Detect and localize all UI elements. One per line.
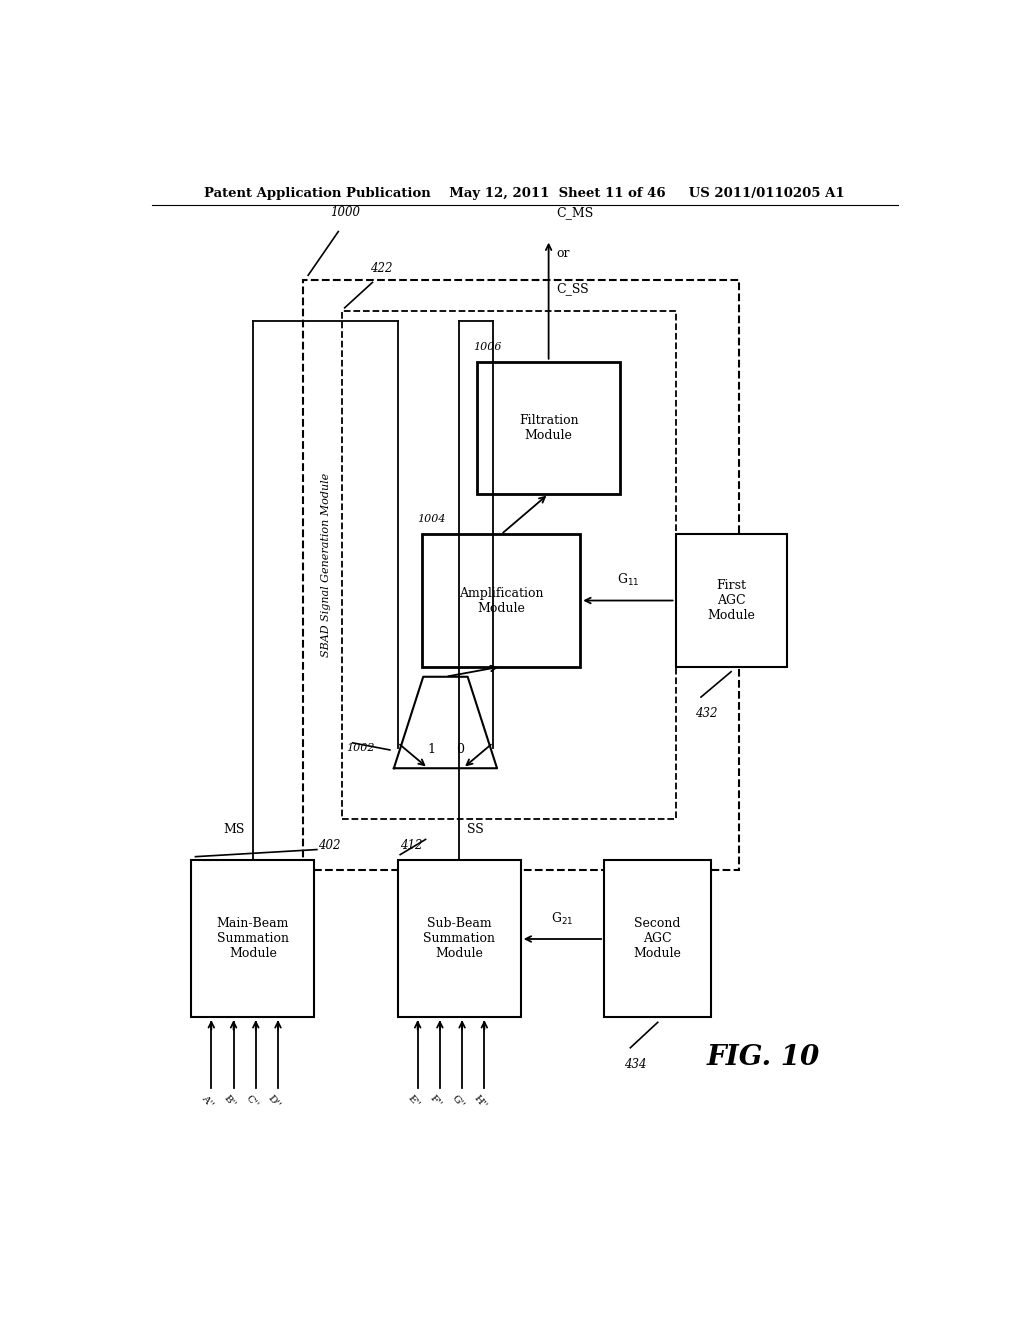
Text: 1: 1 <box>427 743 435 756</box>
Text: 0: 0 <box>456 743 464 756</box>
Text: C_SS: C_SS <box>557 282 589 296</box>
Text: 1000: 1000 <box>331 206 360 219</box>
Text: C'': C'' <box>244 1093 260 1110</box>
Polygon shape <box>394 677 497 768</box>
Text: MS: MS <box>223 822 245 836</box>
Text: 1004: 1004 <box>418 515 446 524</box>
Text: C_MS: C_MS <box>557 206 594 219</box>
Text: SS: SS <box>467 822 484 836</box>
Text: 432: 432 <box>695 708 718 721</box>
Text: Filtration
Module: Filtration Module <box>519 413 579 442</box>
Text: 402: 402 <box>318 838 341 851</box>
Text: Patent Application Publication    May 12, 2011  Sheet 11 of 46     US 2011/01102: Patent Application Publication May 12, 2… <box>205 187 845 201</box>
Text: E'': E'' <box>407 1093 421 1109</box>
Text: 1002: 1002 <box>346 743 375 752</box>
Text: 412: 412 <box>400 838 423 851</box>
Text: or: or <box>557 247 570 260</box>
Text: Second
AGC
Module: Second AGC Module <box>634 917 682 960</box>
Text: First
AGC
Module: First AGC Module <box>708 579 755 622</box>
Text: B'': B'' <box>222 1093 238 1109</box>
Text: Sub-Beam
Summation
Module: Sub-Beam Summation Module <box>423 917 496 960</box>
Text: Main-Beam
Summation
Module: Main-Beam Summation Module <box>217 917 289 960</box>
Text: G$_{11}$: G$_{11}$ <box>616 573 639 589</box>
Text: G$_{21}$: G$_{21}$ <box>551 911 573 927</box>
Bar <box>477 362 621 494</box>
Bar <box>676 535 786 667</box>
Text: G'': G'' <box>451 1093 466 1110</box>
Text: 1006: 1006 <box>473 342 502 351</box>
Text: SBAD Signal Generation Module: SBAD Signal Generation Module <box>322 473 332 657</box>
Text: D'': D'' <box>266 1093 282 1110</box>
Text: A'': A'' <box>200 1093 215 1109</box>
Bar <box>191 859 314 1018</box>
Bar <box>604 859 712 1018</box>
Bar <box>342 312 676 818</box>
Text: H'': H'' <box>472 1093 488 1110</box>
Text: FIG. 10: FIG. 10 <box>707 1044 819 1072</box>
Bar <box>422 535 581 667</box>
Bar <box>303 280 739 870</box>
Bar <box>397 859 521 1018</box>
Text: Amplification
Module: Amplification Module <box>459 586 544 615</box>
Text: 434: 434 <box>624 1057 646 1071</box>
Text: 422: 422 <box>370 263 392 276</box>
Text: F'': F'' <box>428 1093 443 1109</box>
